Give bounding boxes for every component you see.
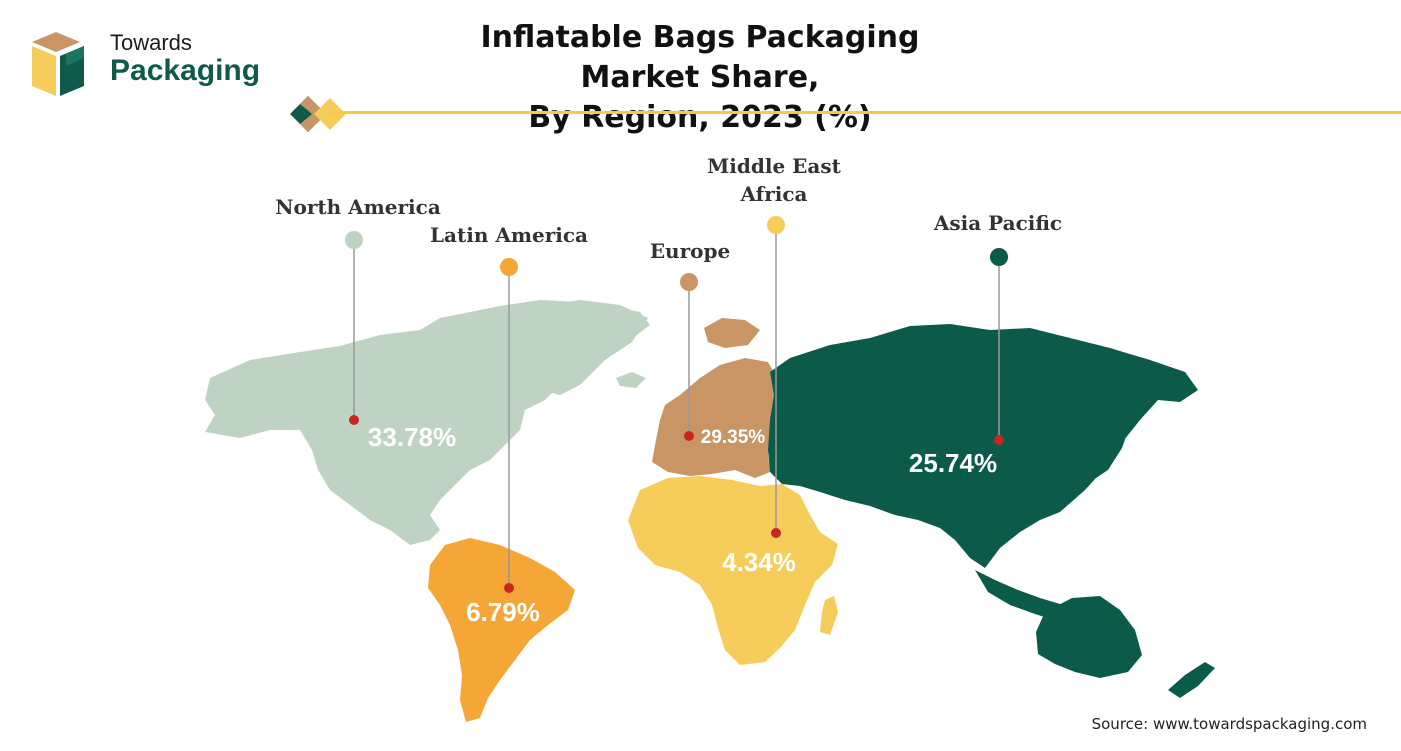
- madagascar-shape: [820, 596, 838, 635]
- source-note: Source: www.towardspackaging.com: [1091, 715, 1367, 733]
- asia-pacific-label: Asia Pacific: [933, 211, 1062, 235]
- japan-shape: [1096, 410, 1130, 478]
- latin-america-marker: [504, 583, 514, 593]
- africa-shape: [628, 476, 838, 665]
- europe-value: 29.35%: [701, 427, 766, 448]
- brand-name-line2: Packaging: [110, 54, 261, 87]
- north-america-value: 33.78%: [368, 422, 456, 452]
- asia-pacific-marker: [994, 435, 1004, 445]
- box-logo-icon: [32, 32, 84, 96]
- title-line1: Inflatable Bags Packaging Market Share,: [480, 20, 920, 95]
- region-asia-pacific[interactable]: [768, 324, 1215, 698]
- new-zealand-shape: [1168, 662, 1215, 698]
- middle-east-africa-dot: [767, 216, 785, 234]
- asia-pacific-dot: [990, 248, 1008, 266]
- southeast-asia-shape: [975, 570, 1076, 622]
- diamond-ornament-icon: [290, 96, 346, 132]
- middle-east-africa-marker: [771, 528, 781, 538]
- europe-shape: [652, 358, 778, 478]
- region-middle-east-africa[interactable]: [628, 476, 838, 665]
- europe-marker: [684, 431, 694, 441]
- latin-america-shape: [428, 538, 575, 722]
- north-america-dot: [345, 231, 363, 249]
- europe-dot: [680, 273, 698, 291]
- iceland-shape: [616, 372, 646, 388]
- north-america-marker: [349, 415, 359, 425]
- asia-pacific-value: 25.74%: [909, 448, 997, 478]
- middle-east-africa-label-line1: Middle East: [707, 154, 841, 178]
- region-latin-america[interactable]: [428, 538, 575, 722]
- brand-name-line1: Towards: [110, 30, 192, 55]
- north-america-label: North America: [275, 195, 441, 219]
- greenland-shape: [520, 300, 648, 395]
- middle-east-africa-value: 4.34%: [722, 547, 796, 577]
- europe-label: Europe: [650, 239, 730, 263]
- brand-logo: Towards Packaging: [28, 24, 288, 104]
- latin-america-label: Latin America: [430, 223, 588, 247]
- asia-shape: [768, 324, 1198, 568]
- scandinavia-shape: [704, 318, 760, 348]
- chart-title: Inflatable Bags Packaging Market Share, …: [450, 18, 950, 138]
- title-underline: [330, 111, 1401, 114]
- middle-east-africa-label-line2: Africa: [739, 182, 807, 206]
- latin-america-value: 6.79%: [466, 597, 540, 627]
- region-north-america[interactable]: [205, 300, 650, 545]
- latin-america-dot: [500, 258, 518, 276]
- region-europe[interactable]: [652, 318, 778, 478]
- australia-shape: [1036, 596, 1142, 678]
- title-line2: By Region, 2023 (%): [528, 100, 872, 135]
